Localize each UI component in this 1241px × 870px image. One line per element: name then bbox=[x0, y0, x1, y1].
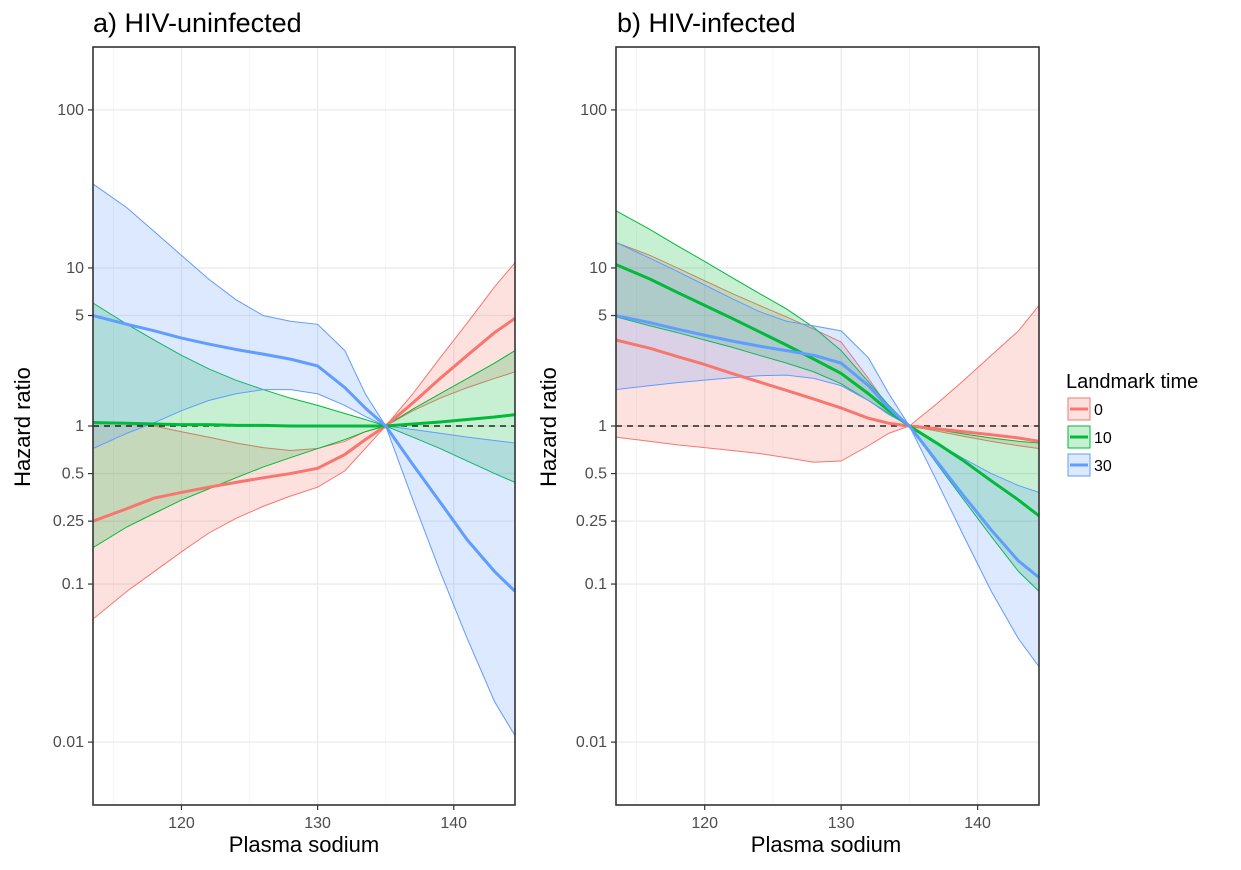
panel-a-series-line-10 bbox=[92, 413, 516, 428]
legend: Landmark time 0 10 30 bbox=[1066, 371, 1198, 477]
panel-b-y-tick-label: 10 bbox=[589, 260, 607, 277]
panel-a-y-tick-label: 10 bbox=[66, 260, 84, 277]
panel-a: a) HIV-uninfected 120 130 140 0.01 0.1 0.25 0.… bbox=[10, 8, 517, 857]
panel-b-x-axis-title: Plasma sodium bbox=[751, 832, 901, 857]
panel-a-y-axis-title: Hazard ratio bbox=[10, 367, 35, 487]
panel-a-x-tick-label: 140 bbox=[440, 815, 467, 832]
panel-b-plot: 120 130 140 0.01 0.1 0.25 0.5 1 5 10 100 bbox=[576, 46, 1040, 832]
panel-a-series-line-30 bbox=[92, 314, 517, 593]
panel-b-series-line-10 bbox=[615, 263, 1040, 518]
legend-item-2: 30 bbox=[1067, 453, 1112, 477]
panel-b-series-line-30 bbox=[615, 314, 1040, 579]
panel-a-y-tick-label: 0.01 bbox=[53, 734, 84, 751]
legend-item-1: 10 bbox=[1067, 425, 1112, 449]
panel-b-y-tick-label: 0.25 bbox=[576, 513, 607, 530]
panel-a-y-tick-label: 0.5 bbox=[62, 466, 84, 483]
panel-b-title: b) HIV-infected bbox=[617, 8, 796, 38]
panel-a-y-tick-label: 0.25 bbox=[53, 513, 84, 530]
panel-a-x-axis-title: Plasma sodium bbox=[229, 832, 379, 857]
panel-a-plot: 120 130 140 0.01 0.1 0.25 0.5 1 5 10 100 bbox=[53, 46, 517, 832]
panel-b-y-tick-label: 0.1 bbox=[585, 576, 607, 593]
panel-b-y-tick-label: 0.01 bbox=[576, 734, 607, 751]
panel-b-y-tick-label: 100 bbox=[580, 102, 607, 119]
panel-b-y-tick-label: 5 bbox=[598, 308, 607, 325]
legend-label-0: 0 bbox=[1094, 402, 1103, 419]
panel-b-y-tick-label: 1 bbox=[598, 418, 607, 435]
panel-a-y-tick-label: 100 bbox=[57, 102, 84, 119]
panel-a-y-tick-label: 0.1 bbox=[62, 576, 84, 593]
panel-b-series-line-0 bbox=[615, 338, 1040, 443]
panel-b-x-tick-label: 120 bbox=[691, 815, 718, 832]
legend-label-1: 10 bbox=[1094, 430, 1112, 447]
panel-b-y-axis-title: Hazard ratio bbox=[536, 367, 561, 487]
legend-label-2: 30 bbox=[1094, 458, 1112, 475]
panel-a-x-tick-label: 130 bbox=[304, 815, 331, 832]
panel-a-y-tick-label: 5 bbox=[75, 308, 84, 325]
panel-b-y-tick-label: 0.5 bbox=[585, 466, 607, 483]
panel-a-y-tick-label: 1 bbox=[75, 418, 84, 435]
panel-b: b) HIV-infected 120 130 1400.010.10.250.51… bbox=[536, 8, 1040, 857]
legend-item-0: 0 bbox=[1067, 397, 1103, 421]
panel-a-series-line-0 bbox=[92, 317, 516, 523]
legend-title: Landmark time bbox=[1066, 371, 1198, 393]
panel-b-x-tick-label: 130 bbox=[828, 815, 855, 832]
panel-a-title: a) HIV-uninfected bbox=[93, 8, 302, 38]
panel-a-x-tick-label: 120 bbox=[168, 815, 195, 832]
panel-b-x-tick-label: 140 bbox=[964, 815, 991, 832]
